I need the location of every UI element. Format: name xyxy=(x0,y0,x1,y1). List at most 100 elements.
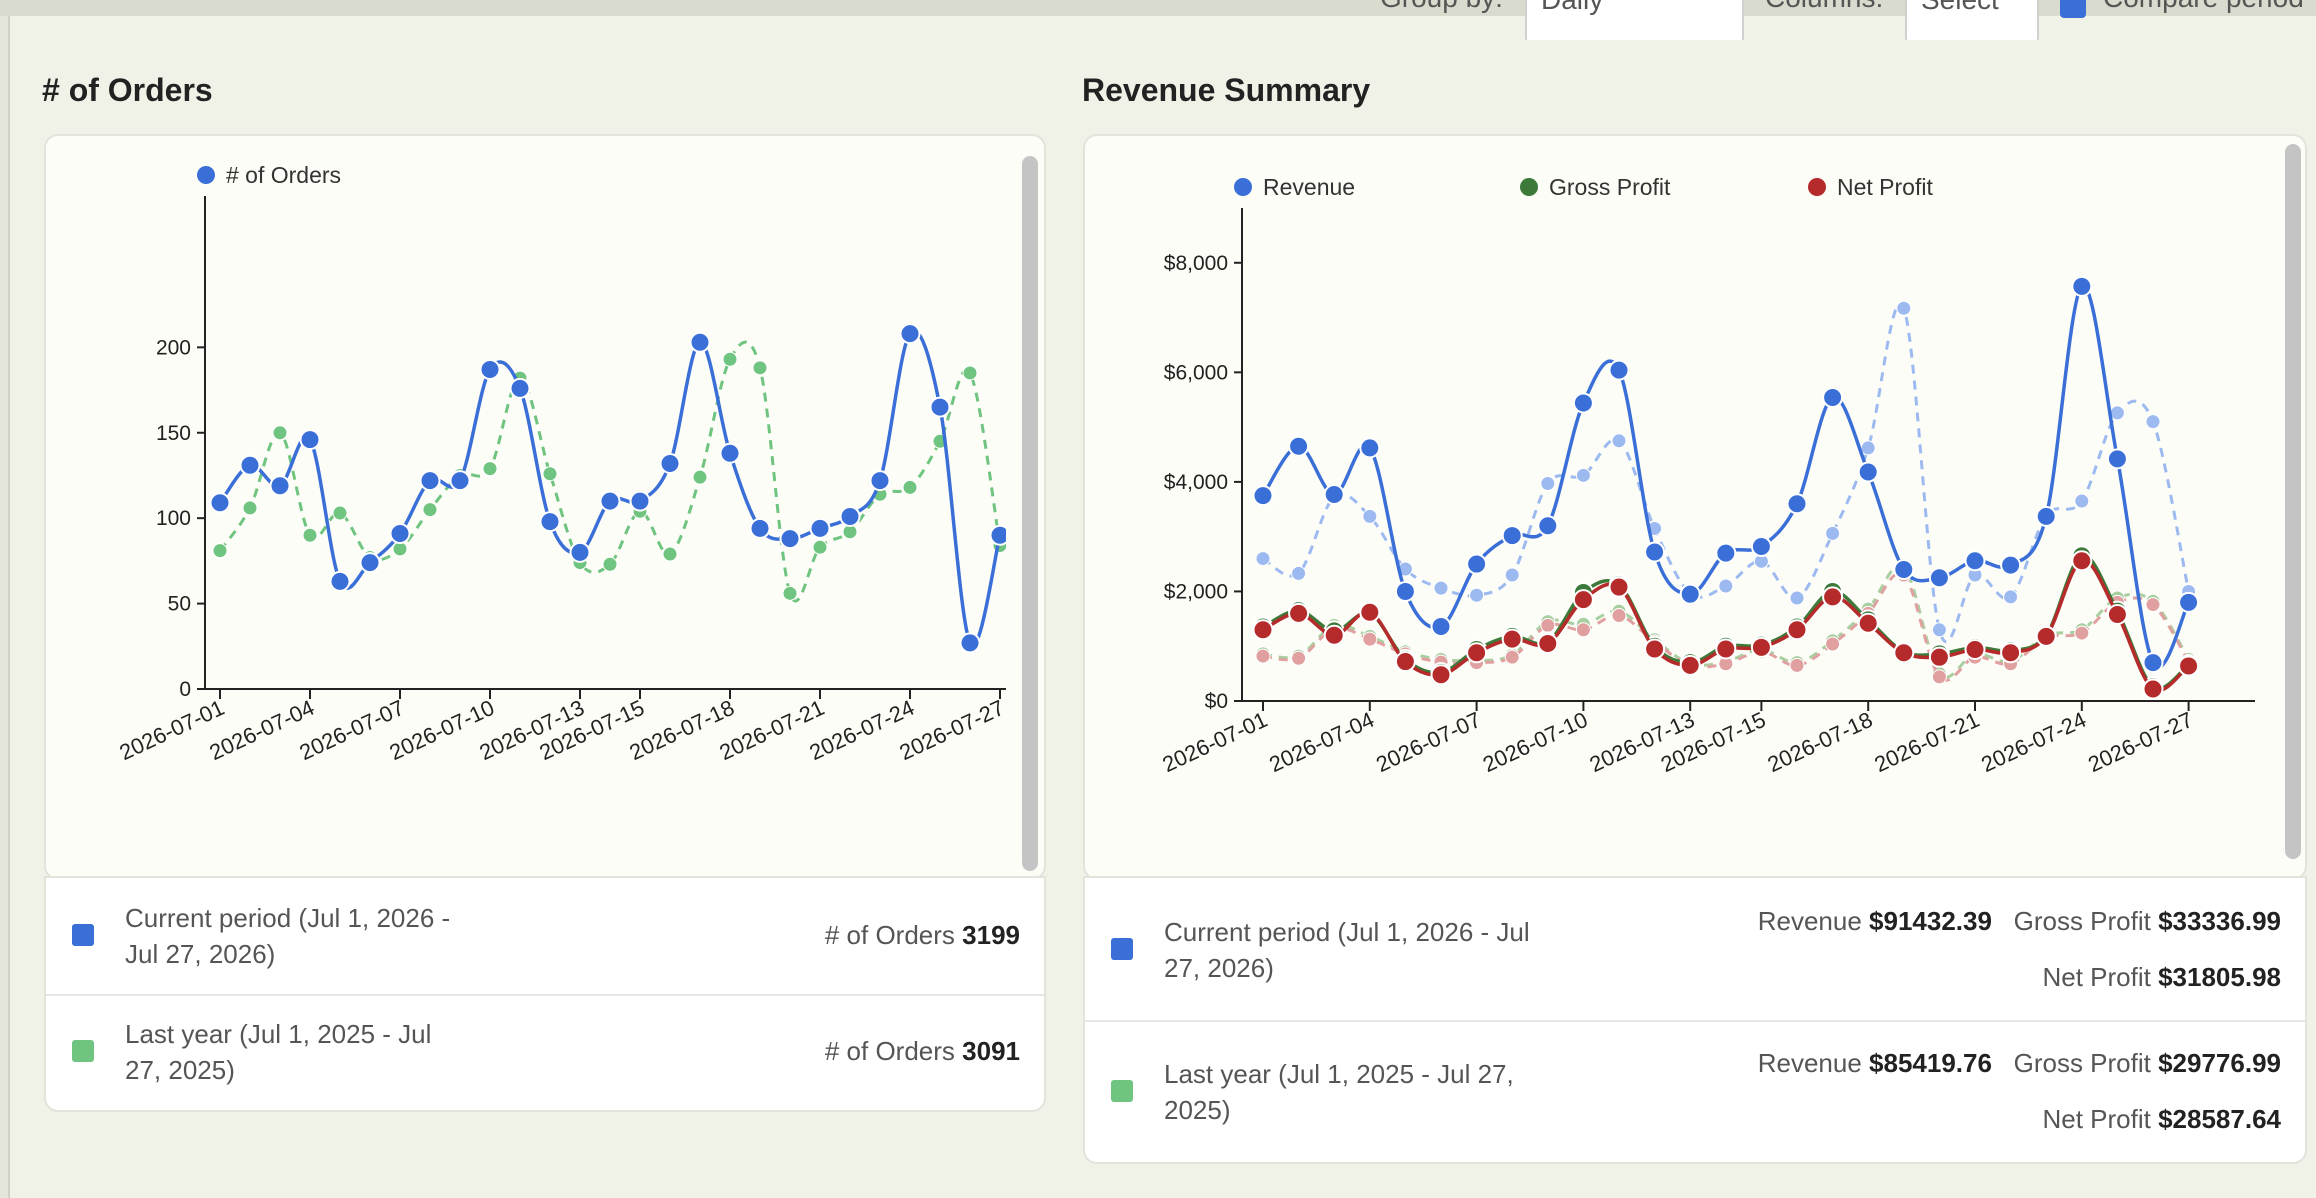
data-point[interactable] xyxy=(782,585,798,601)
data-point[interactable] xyxy=(1540,476,1556,492)
data-point[interactable] xyxy=(1537,632,1559,654)
data-point[interactable] xyxy=(359,552,381,574)
data-point[interactable] xyxy=(1857,461,1879,483)
data-point[interactable] xyxy=(302,527,318,543)
data-point[interactable] xyxy=(1430,616,1452,638)
data-point[interactable] xyxy=(599,490,621,512)
data-point[interactable] xyxy=(1789,657,1805,673)
data-point[interactable] xyxy=(1789,590,1805,606)
data-point[interactable] xyxy=(1362,631,1378,647)
data-point[interactable] xyxy=(1572,392,1594,414)
data-point[interactable] xyxy=(1679,654,1701,676)
data-point[interactable] xyxy=(1893,559,1915,581)
data-point[interactable] xyxy=(1291,565,1307,581)
data-point[interactable] xyxy=(2178,655,2200,677)
data-point[interactable] xyxy=(959,632,981,654)
data-point[interactable] xyxy=(1359,437,1381,459)
data-point[interactable] xyxy=(542,466,558,482)
data-point[interactable] xyxy=(1964,639,1986,661)
data-point[interactable] xyxy=(2109,405,2125,421)
data-point[interactable] xyxy=(2145,597,2161,613)
data-point[interactable] xyxy=(569,541,591,563)
data-point[interactable] xyxy=(209,492,231,514)
data-point[interactable] xyxy=(2000,642,2022,664)
data-point[interactable] xyxy=(839,505,861,527)
data-point[interactable] xyxy=(1611,608,1627,624)
data-point[interactable] xyxy=(1575,467,1591,483)
data-point[interactable] xyxy=(1825,636,1841,652)
data-point[interactable] xyxy=(659,453,681,474)
data-point[interactable] xyxy=(1608,359,1630,381)
data-point[interactable] xyxy=(749,517,771,539)
data-point[interactable] xyxy=(1430,664,1452,686)
data-point[interactable] xyxy=(752,360,768,376)
data-point[interactable] xyxy=(809,517,831,539)
data-point[interactable] xyxy=(332,505,348,521)
data-point[interactable] xyxy=(2106,603,2128,625)
data-point[interactable] xyxy=(1291,650,1307,666)
data-point[interactable] xyxy=(449,470,471,492)
data-point[interactable] xyxy=(1501,525,1523,547)
data-point[interactable] xyxy=(1857,612,1879,634)
data-point[interactable] xyxy=(1394,651,1416,673)
data-point[interactable] xyxy=(2035,505,2057,527)
columns-select[interactable]: Select xyxy=(1905,0,2039,40)
data-point[interactable] xyxy=(389,523,411,545)
data-point[interactable] xyxy=(242,500,258,516)
data-point[interactable] xyxy=(1323,483,1345,505)
data-point[interactable] xyxy=(1928,646,1950,668)
orders-chart-scrollbar[interactable] xyxy=(1022,156,1038,871)
data-point[interactable] xyxy=(1644,638,1666,660)
data-point[interactable] xyxy=(722,351,738,367)
data-point[interactable] xyxy=(479,359,501,381)
data-point[interactable] xyxy=(962,365,978,381)
data-point[interactable] xyxy=(1896,300,1912,316)
data-point[interactable] xyxy=(1359,601,1381,623)
data-point[interactable] xyxy=(2000,554,2022,576)
data-point[interactable] xyxy=(2145,414,2161,430)
data-point[interactable] xyxy=(539,511,561,533)
data-point[interactable] xyxy=(1466,553,1488,575)
data-point[interactable] xyxy=(2074,493,2090,509)
data-point[interactable] xyxy=(2071,550,2093,572)
data-point[interactable] xyxy=(419,470,441,492)
data-point[interactable] xyxy=(1715,638,1737,660)
compare-period-label[interactable]: Compare period xyxy=(2103,0,2304,14)
data-point[interactable] xyxy=(1537,515,1559,537)
data-point[interactable] xyxy=(1288,602,1310,624)
compare-period-checkbox[interactable] xyxy=(2060,0,2086,18)
data-point[interactable] xyxy=(2074,625,2090,641)
data-point[interactable] xyxy=(1469,587,1485,603)
data-point[interactable] xyxy=(1750,536,1772,558)
data-point[interactable] xyxy=(1540,617,1556,633)
data-point[interactable] xyxy=(1893,642,1915,664)
data-point[interactable] xyxy=(1750,636,1772,658)
data-point[interactable] xyxy=(1611,433,1627,449)
data-point[interactable] xyxy=(689,331,711,353)
data-point[interactable] xyxy=(272,425,288,441)
data-point[interactable] xyxy=(902,479,918,495)
revenue-chart-scrollbar[interactable] xyxy=(2285,144,2301,859)
data-point[interactable] xyxy=(2106,448,2128,470)
data-point[interactable] xyxy=(692,469,708,485)
data-point[interactable] xyxy=(779,528,801,550)
data-point[interactable] xyxy=(1608,576,1630,598)
data-point[interactable] xyxy=(2142,652,2164,674)
data-point[interactable] xyxy=(1718,578,1734,594)
data-point[interactable] xyxy=(1822,586,1844,608)
data-point[interactable] xyxy=(629,490,651,512)
data-point[interactable] xyxy=(1252,485,1274,507)
data-point[interactable] xyxy=(299,429,321,451)
data-point[interactable] xyxy=(509,377,531,399)
data-point[interactable] xyxy=(662,546,678,562)
data-point[interactable] xyxy=(602,556,618,572)
data-point[interactable] xyxy=(1825,525,1841,541)
data-point[interactable] xyxy=(1928,567,1950,589)
data-point[interactable] xyxy=(1501,628,1523,650)
data-point[interactable] xyxy=(1252,619,1274,641)
data-point[interactable] xyxy=(1255,648,1271,664)
data-point[interactable] xyxy=(212,543,228,559)
data-point[interactable] xyxy=(1394,580,1416,602)
data-point[interactable] xyxy=(1822,387,1844,409)
data-point[interactable] xyxy=(1572,589,1594,611)
